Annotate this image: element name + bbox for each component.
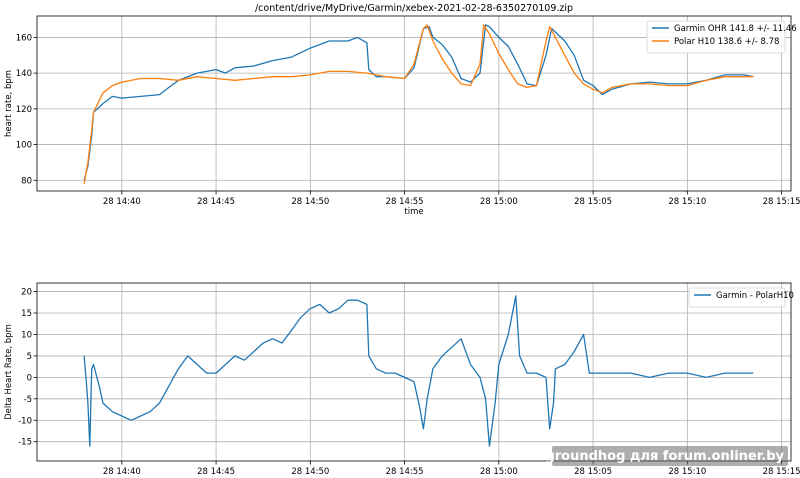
y-tick-label: 100	[16, 141, 32, 151]
x-tick-label: 28 14:50	[291, 467, 329, 477]
x-tick-label: 28 14:55	[386, 197, 424, 207]
plot-frame	[36, 15, 792, 192]
y-tick-label: 160	[16, 33, 32, 43]
x-tick-label: 28 15:05	[574, 197, 612, 207]
x-tick-label: 28 15:10	[668, 197, 706, 207]
x-tick-label: 28 14:45	[197, 197, 235, 207]
heart-rate-axes: 28 14:40 28 14:45 28 14:50 28 14:55 28 15:00…	[4, 3, 800, 217]
x-tick-label: 28 15:00	[480, 467, 518, 477]
x-tick-label: 28 14:40	[103, 197, 141, 207]
y-tick-label: 120	[16, 105, 32, 115]
y-tick-label: 0	[27, 373, 32, 383]
y-tick-label: 20	[21, 288, 32, 298]
y-tick-label: 80	[21, 176, 32, 186]
x-axis-label: time	[404, 207, 423, 217]
watermark-text: groundhog для forum.onliner.by	[545, 449, 784, 464]
plot-frame	[36, 282, 792, 462]
x-tick-label: 28 15:00	[480, 197, 518, 207]
y-tick-label: -10	[18, 416, 32, 426]
x-tick-label: 28 15:15	[763, 197, 800, 207]
legend-box	[688, 287, 786, 308]
y-tick-label: 10	[21, 330, 32, 340]
x-tick-label: 28 15:10	[668, 467, 706, 477]
chart-title: /content/drive/MyDrive/Garmin/xebex-2021…	[255, 3, 573, 14]
x-tick-label: 28 14:55	[386, 467, 424, 477]
series-line-1	[83, 24, 754, 185]
watermark-background	[552, 446, 788, 466]
x-tick-label: 28 14:40	[103, 467, 141, 477]
legend-box	[646, 20, 786, 54]
delta-heart-rate-axes: 28 14:40 28 14:45 28 14:50 28 14:55 28 15:00…	[4, 282, 800, 477]
legend-label-1: Polar H10 138.6 +/- 8.78	[674, 37, 779, 47]
x-tick-label: 28 15:15	[763, 467, 800, 477]
x-tick-label: 28 14:50	[291, 197, 329, 207]
y-tick-label: 15	[21, 309, 32, 319]
y-tick-label: -5	[24, 395, 32, 405]
watermark-group: groundhog для forum.onliner.by	[545, 446, 788, 466]
legend-label-0: Garmin OHR 141.8 +/- 11.46	[674, 24, 797, 34]
y-axis-label: heart rate, bpm	[4, 70, 14, 137]
series-line-0	[83, 295, 754, 447]
y-tick-label: -15	[18, 438, 32, 448]
y-tick-label: 5	[27, 352, 32, 362]
y-axis-label: Delta Heart Rate, bpm	[4, 324, 14, 420]
x-tick-label: 28 15:05	[574, 467, 612, 477]
y-tick-label: 140	[16, 69, 32, 79]
series-line-0	[83, 24, 754, 181]
legend-label-0: Garmin - PolarH10	[716, 291, 794, 301]
x-tick-label: 28 14:45	[197, 467, 235, 477]
